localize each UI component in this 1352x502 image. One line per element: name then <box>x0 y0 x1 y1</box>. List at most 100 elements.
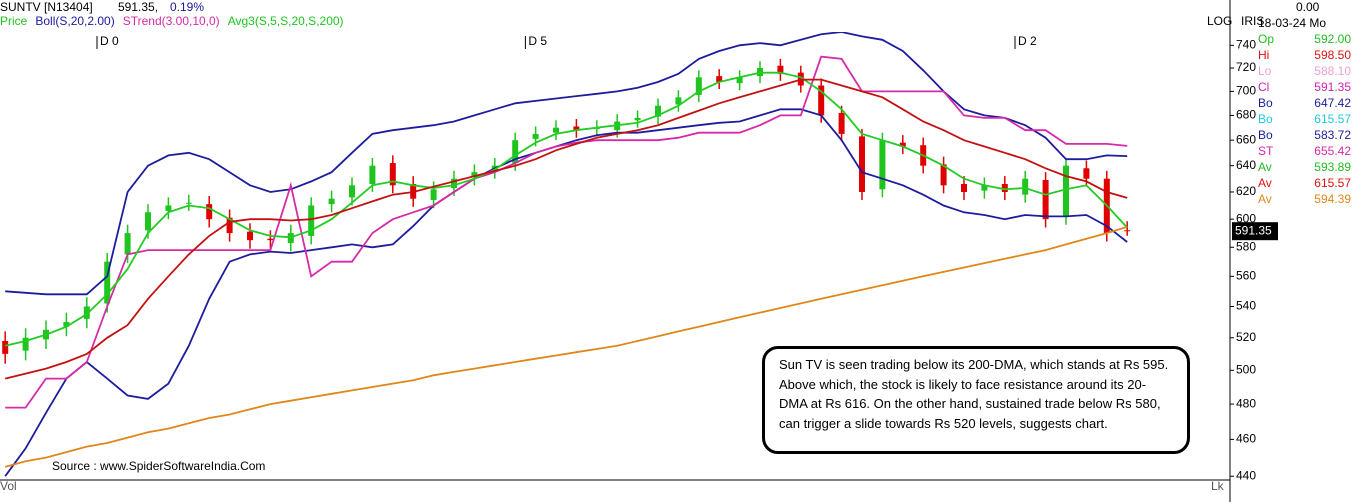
x-tick-label: D 2 <box>1018 34 1037 48</box>
price-tag <box>1232 222 1278 241</box>
candle-body <box>471 172 478 178</box>
candle-body <box>349 185 355 198</box>
y-tick-label: 500 <box>1236 362 1256 376</box>
candle-body <box>145 212 151 231</box>
mode-label: IRIS <box>1241 14 1264 28</box>
readout-label: Hi <box>1258 48 1269 62</box>
readout-value: 647.42 <box>1314 96 1351 110</box>
y-tick-label: 580 <box>1236 239 1256 253</box>
candle-body <box>818 85 825 116</box>
y-tick-label: 460 <box>1236 432 1256 446</box>
y-tick-label: 660 <box>1236 132 1256 146</box>
candle-body <box>879 140 886 190</box>
candle-body <box>124 233 131 255</box>
y-tick-label: 680 <box>1236 108 1256 122</box>
y-tick-label: 720 <box>1236 60 1256 74</box>
candle-body <box>838 112 845 134</box>
candle-body <box>1022 178 1029 195</box>
readout-label: ST <box>1258 144 1274 158</box>
readout-label: Bo <box>1258 96 1273 110</box>
candle-body <box>430 189 437 201</box>
x-tick-label: D 0 <box>100 34 119 48</box>
y-tick-label: 740 <box>1236 38 1256 52</box>
candle-body <box>573 126 580 131</box>
annotation: Sun TV is seen trading below its 200-DMA… <box>762 346 1190 454</box>
scale-label: LOG <box>1207 14 1232 28</box>
readout-label: Bo <box>1258 128 1273 142</box>
candle-body <box>553 127 559 133</box>
readout-value: 615.57 <box>1314 112 1351 126</box>
candle-body <box>1042 180 1049 220</box>
candle-body <box>104 261 111 304</box>
candle-body <box>961 183 967 192</box>
indicator-line <box>4 78 1128 380</box>
readout-value: 598.50 <box>1314 48 1351 62</box>
candle-body <box>369 165 376 184</box>
readout-label: Lo <box>1258 64 1272 78</box>
candle-body <box>716 76 723 82</box>
footer-label: Vol <box>0 479 17 493</box>
indicator-line <box>4 108 1128 477</box>
candle-body <box>1063 165 1069 217</box>
readout-value: 588.10 <box>1314 64 1351 78</box>
readout-change: 0.00 <box>1296 0 1320 14</box>
candle-body <box>695 77 702 95</box>
candle-body <box>389 163 396 186</box>
candle-body <box>1001 183 1008 192</box>
candle-body <box>1124 230 1131 232</box>
y-tick-label: 560 <box>1236 269 1256 283</box>
y-tick-label: 540 <box>1236 299 1256 313</box>
readout-value: 583.72 <box>1314 128 1351 142</box>
y-tick-label: 620 <box>1236 184 1256 198</box>
readout-value: 615.57 <box>1314 176 1351 190</box>
legend-entry: STrend(3.00,10,0) <box>123 14 220 28</box>
candle-body <box>899 142 906 147</box>
readout-label: Op <box>1258 32 1274 46</box>
candle-body <box>185 202 192 204</box>
readout-label: Av <box>1258 192 1272 206</box>
candle-body <box>675 97 682 105</box>
readout-label: Bo <box>1258 112 1273 126</box>
candle-body <box>512 140 519 164</box>
readout-value: 593.89 <box>1314 160 1351 174</box>
indicator-line <box>5 32 1128 296</box>
symbol: SUNTV [N13404] <box>0 0 93 14</box>
candle-body <box>736 77 743 84</box>
indicator-line <box>4 226 1128 468</box>
readout-value: 591.35 <box>1314 80 1351 94</box>
readout-value: 655.42 <box>1314 144 1351 158</box>
candle-body <box>308 205 315 236</box>
candle-body <box>22 337 29 351</box>
footer-label: Lk <box>1211 479 1225 493</box>
readout-label: Cl <box>1258 80 1269 94</box>
candle-body <box>328 198 335 205</box>
readout-label: Av <box>1258 160 1272 174</box>
legend-entry: Avg3(S,5,S,20,S,200) <box>228 14 344 28</box>
candle-body <box>165 205 172 211</box>
y-tick-label: 640 <box>1236 158 1256 172</box>
candle-body <box>226 217 233 234</box>
price-tag-label: 591.35 <box>1235 223 1272 237</box>
candle-body <box>451 178 457 188</box>
candle-body <box>859 136 865 192</box>
candle-body <box>247 231 253 241</box>
candle-body <box>634 117 641 121</box>
candle-body <box>206 204 213 220</box>
readout-value: 592.00 <box>1314 32 1351 46</box>
candle-body <box>532 133 539 139</box>
header-price: 591.35, <box>118 0 158 14</box>
y-tick-label: 440 <box>1236 468 1256 482</box>
y-tick-label: 700 <box>1236 84 1256 98</box>
y-tick-label: 600 <box>1236 211 1256 225</box>
candle-body <box>267 238 274 241</box>
candle-body <box>777 65 784 74</box>
candle-body <box>981 185 988 191</box>
x-tick-label: D 5 <box>528 34 547 48</box>
indicator-line <box>5 55 1128 409</box>
legend-entry: Boll(S,20,2.00) <box>35 14 114 28</box>
legend-entry: Price <box>0 14 28 28</box>
y-tick-label: 480 <box>1236 396 1256 410</box>
candle-body <box>655 105 661 117</box>
